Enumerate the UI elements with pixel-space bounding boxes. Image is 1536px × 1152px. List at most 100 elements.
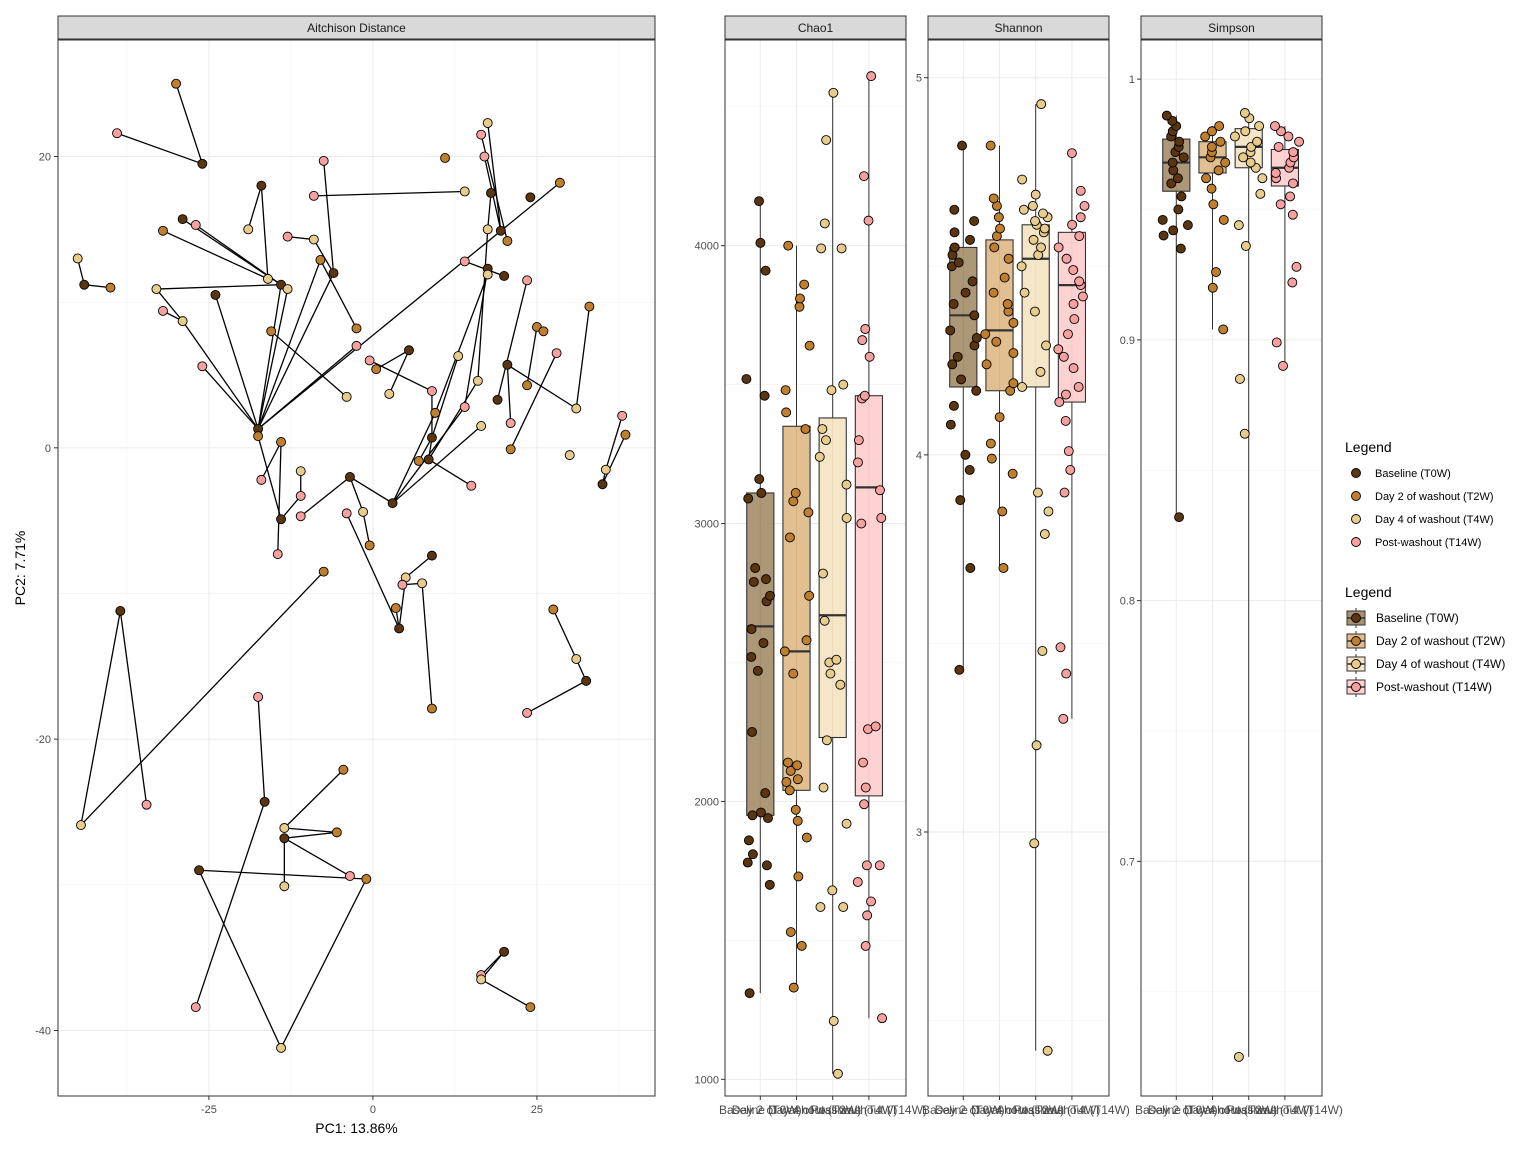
pca-point xyxy=(397,579,408,590)
pca-point xyxy=(426,386,437,396)
pca-point xyxy=(522,707,533,718)
jitter-point xyxy=(828,1016,839,1026)
panel-border xyxy=(1140,39,1323,1097)
jitter-point xyxy=(741,374,752,384)
y-axis-label: PC2: 7.71% xyxy=(12,531,28,606)
jitter-point xyxy=(819,218,830,229)
pca-point xyxy=(276,437,287,447)
connector-line xyxy=(575,306,591,409)
legend-title: Legend xyxy=(1345,584,1392,600)
jitter-point xyxy=(1053,344,1064,355)
connector-line xyxy=(313,190,465,197)
jitter-point xyxy=(877,1013,888,1024)
pca-point xyxy=(341,508,352,519)
connector-line xyxy=(280,495,302,520)
jitter-point xyxy=(817,424,828,435)
jitter-point xyxy=(1016,261,1027,272)
jitter-point xyxy=(821,735,832,746)
jitter-point xyxy=(826,385,837,396)
connector-line xyxy=(369,359,433,392)
pca-point xyxy=(571,403,582,414)
jitter-point xyxy=(1061,253,1072,264)
jitter-point xyxy=(993,212,1004,223)
pca-point xyxy=(525,192,536,203)
jitter-point xyxy=(1017,382,1028,392)
jitter-point xyxy=(1273,141,1284,152)
jitter-point xyxy=(875,485,885,496)
pca-point xyxy=(259,796,270,807)
jitter-point xyxy=(1058,713,1069,724)
connector-line xyxy=(487,192,492,230)
jitter-point xyxy=(780,385,791,396)
jitter-point xyxy=(1208,199,1219,210)
pca-point xyxy=(151,284,162,295)
connector-line xyxy=(428,380,479,460)
jitter-point xyxy=(831,654,842,665)
connector-line xyxy=(247,185,262,230)
y-tick-label: 3000 xyxy=(695,519,719,531)
y-tick-label: 0 xyxy=(45,443,51,455)
legend-box-point xyxy=(1351,636,1361,646)
jitter-point xyxy=(742,857,753,868)
jitter-point xyxy=(853,435,864,446)
connector-line xyxy=(323,160,335,274)
legend-label: Post-washout (T14W) xyxy=(1375,537,1481,549)
x-tick-label: -25 xyxy=(201,1104,217,1116)
pca-point xyxy=(522,275,533,286)
jitter-point xyxy=(790,804,801,815)
jitter-point xyxy=(991,336,1002,347)
pca-point xyxy=(318,155,329,166)
jitter-point xyxy=(1200,131,1211,142)
connector-line xyxy=(601,434,627,485)
connector-line xyxy=(162,230,269,280)
jitter-point xyxy=(838,902,849,912)
pca-point xyxy=(459,256,470,267)
jitter-point xyxy=(765,590,775,601)
pca-point xyxy=(371,364,382,375)
jitter-point xyxy=(761,860,772,871)
x-tick-label: Day 2 of washout (T2W) xyxy=(732,1103,861,1117)
pca-point xyxy=(551,348,562,359)
pca-point xyxy=(308,234,319,245)
jitter-point xyxy=(1233,1051,1244,1062)
connector-line xyxy=(346,513,400,629)
jitter-point xyxy=(967,276,978,287)
connector-line xyxy=(421,583,433,709)
jitter-point xyxy=(1287,209,1298,220)
jitter-point xyxy=(857,335,868,346)
pca-point xyxy=(210,289,221,300)
pca-point xyxy=(158,305,168,316)
connector-line xyxy=(349,476,393,504)
panel-border xyxy=(927,39,1110,1097)
connector-line xyxy=(487,122,502,231)
jitter-point xyxy=(760,788,771,799)
jitter-point xyxy=(803,507,814,518)
pca-point xyxy=(76,820,86,831)
connector-line xyxy=(155,288,184,322)
jitter-point xyxy=(856,518,867,529)
jitter-point xyxy=(1218,324,1229,335)
jitter-point xyxy=(1008,348,1019,358)
connector-line xyxy=(464,268,489,408)
pca-point xyxy=(295,490,306,501)
connector-line xyxy=(510,352,558,450)
jitter-point xyxy=(955,495,966,506)
pca-point xyxy=(276,514,287,525)
pca-point xyxy=(253,691,264,702)
pca-point xyxy=(600,464,611,475)
jitter-point xyxy=(985,140,996,151)
jitter-point xyxy=(1214,121,1225,131)
x-tick-label: Baseline (T0W) xyxy=(1135,1103,1218,1117)
jitter-point xyxy=(784,785,795,796)
connector-line xyxy=(506,364,512,424)
connector-line xyxy=(605,415,623,470)
jitter-point xyxy=(1178,152,1189,163)
jitter-point xyxy=(783,757,793,768)
jitter-point xyxy=(788,982,799,993)
jitter-point xyxy=(1294,136,1305,147)
pca-point xyxy=(482,269,493,280)
x-tick-label: Baseline (T0W) xyxy=(922,1103,1005,1117)
pca-point xyxy=(276,1042,287,1053)
pca-point xyxy=(315,254,326,265)
pca-point xyxy=(177,214,188,225)
